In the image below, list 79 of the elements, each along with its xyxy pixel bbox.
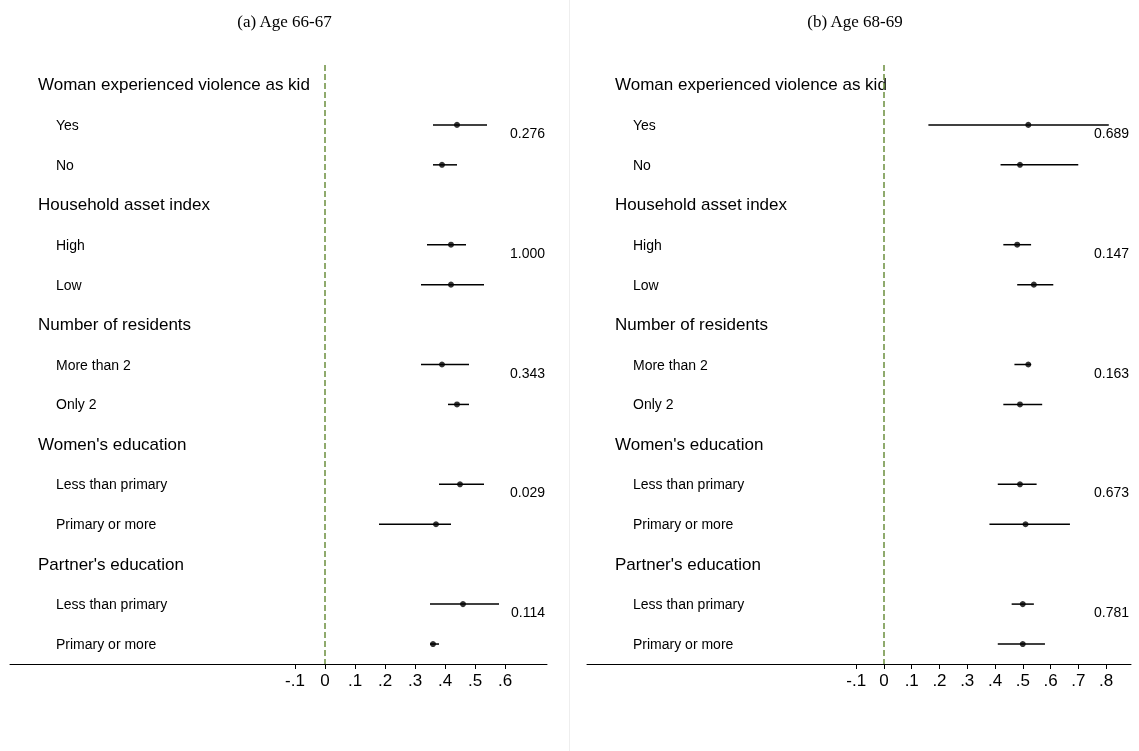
annotation: 1.000 <box>509 244 546 261</box>
y-tick-label: Number of residents <box>615 315 769 335</box>
x-tick-label: 0 <box>320 671 330 690</box>
chart-title: (a) Age 66-67 <box>237 12 333 31</box>
y-tick-label: Household asset index <box>38 195 211 215</box>
y-tick-label: Less than primary <box>56 596 168 613</box>
point <box>1019 641 1026 648</box>
point <box>430 641 436 648</box>
chart-title: (b) Age 68-69 <box>807 12 903 31</box>
annotation: 0.163 <box>1093 364 1130 381</box>
y-tick-label: Low <box>56 276 83 293</box>
point <box>454 401 460 408</box>
annotation: 0.276 <box>509 124 546 141</box>
annotation: 0.781 <box>1093 604 1130 621</box>
y-tick-label: Yes <box>633 116 656 133</box>
annotation: 0.689 <box>1093 124 1130 141</box>
point <box>457 481 463 488</box>
y-tick-label: Woman experienced violence as kid <box>615 75 887 95</box>
y-tick-label: Primary or more <box>56 516 157 533</box>
y-tick-label: Less than primary <box>633 596 745 613</box>
x-tick-label: .5 <box>467 671 483 690</box>
point <box>1016 401 1023 408</box>
y-tick-label: Low <box>633 276 660 293</box>
annotation: 0.673 <box>1093 484 1130 501</box>
x-tick-label: .2 <box>932 671 947 690</box>
y-tick-label: Only 2 <box>56 396 97 413</box>
y-tick-label: Partner's education <box>38 554 184 574</box>
y-tick-label: Primary or more <box>633 516 734 533</box>
y-tick-label: Household asset index <box>615 195 788 215</box>
point <box>1016 161 1023 168</box>
y-tick-label: More than 2 <box>633 356 708 373</box>
x-tick-label: .1 <box>904 671 919 690</box>
y-tick-label: Number of residents <box>38 315 192 335</box>
y-tick-label: Women's education <box>615 434 764 454</box>
y-tick-label: High <box>633 236 662 253</box>
x-tick-label: .6 <box>1043 671 1058 690</box>
x-tick-label: .3 <box>960 671 975 690</box>
x-tick-label: .1 <box>347 671 363 690</box>
x-tick-label: 0 <box>879 671 889 690</box>
point <box>1030 281 1037 288</box>
point <box>1016 481 1023 488</box>
x-tick-label: .3 <box>407 671 423 690</box>
annotation: 0.147 <box>1093 244 1130 261</box>
point <box>1025 121 1032 128</box>
y-tick-label: No <box>56 156 75 173</box>
x-tick-label: .5 <box>1015 671 1030 690</box>
x-tick-label: .4 <box>437 671 453 690</box>
point <box>439 361 445 368</box>
y-tick-label: More than 2 <box>56 356 131 373</box>
x-tick-label: .8 <box>1098 671 1114 690</box>
annotation: 0.029 <box>509 484 546 501</box>
annotation: 0.343 <box>509 364 546 381</box>
annotation: 0.114 <box>511 604 546 621</box>
point <box>1014 241 1021 248</box>
point <box>1022 521 1029 528</box>
x-tick-label: -.1 <box>285 671 305 690</box>
point <box>439 161 445 168</box>
point <box>433 521 439 528</box>
x-tick-label: .2 <box>377 671 393 690</box>
x-tick-label: .6 <box>497 671 513 690</box>
y-tick-label: Yes <box>56 116 79 133</box>
point <box>448 241 454 248</box>
point <box>454 121 460 128</box>
point <box>1019 601 1026 608</box>
y-tick-label: No <box>633 156 652 173</box>
y-tick-label: Less than primary <box>633 476 745 493</box>
y-tick-label: Less than primary <box>56 476 168 493</box>
point <box>460 601 466 608</box>
y-tick-label: Partner's education <box>615 554 761 574</box>
y-tick-label: Woman experienced violence as kid <box>38 75 310 95</box>
point <box>448 281 454 288</box>
y-tick-label: High <box>56 236 85 253</box>
y-tick-label: Women's education <box>38 434 187 454</box>
y-tick-label: Primary or more <box>56 636 157 653</box>
y-tick-label: Primary or more <box>633 636 734 653</box>
x-tick-label: -.1 <box>846 671 867 690</box>
y-tick-label: Only 2 <box>633 396 674 413</box>
x-tick-label: .4 <box>987 671 1003 690</box>
x-tick-label: .7 <box>1071 671 1086 690</box>
